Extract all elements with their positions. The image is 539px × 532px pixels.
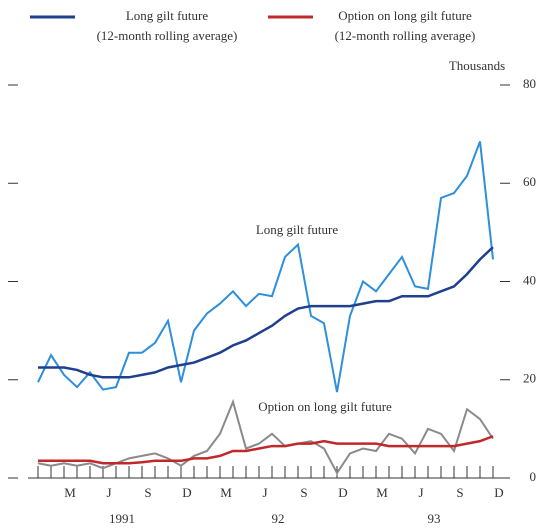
y-tick-label: 40: [523, 272, 536, 287]
x-tick-label: J: [106, 485, 111, 500]
y-unit: Thousands: [449, 58, 505, 73]
legend-note: (12-month rolling average): [335, 28, 476, 43]
x-tick-label: M: [376, 485, 388, 500]
year-label: 92: [272, 511, 285, 526]
x-tick-label: J: [262, 485, 267, 500]
x-tick-label: J: [418, 485, 423, 500]
x-tick-label: S: [300, 485, 307, 500]
y-tick-label: 20: [523, 371, 536, 386]
x-tick-label: S: [144, 485, 151, 500]
legend-note: (12-month rolling average): [97, 28, 238, 43]
x-tick-label: S: [456, 485, 463, 500]
series-line: [38, 246, 494, 379]
x-tick-label: D: [182, 485, 191, 500]
x-tick-label: M: [220, 485, 232, 500]
series-annotation: Long gilt future: [256, 222, 339, 237]
y-tick-label: 60: [523, 174, 536, 189]
series-annotation: Option on long gilt future: [258, 399, 392, 414]
x-tick-label: D: [338, 485, 347, 500]
year-label: 1991: [109, 511, 135, 526]
x-tick-label: M: [64, 485, 76, 500]
series-line: [37, 141, 494, 393]
series-line: [38, 435, 494, 465]
legend-label: Option on long gilt future: [338, 8, 472, 23]
y-tick-label: 0: [530, 469, 537, 484]
x-tick-label: D: [494, 485, 503, 500]
y-tick-label: 80: [523, 76, 536, 91]
legend-label: Long gilt future: [126, 8, 209, 23]
year-label: 93: [428, 511, 441, 526]
